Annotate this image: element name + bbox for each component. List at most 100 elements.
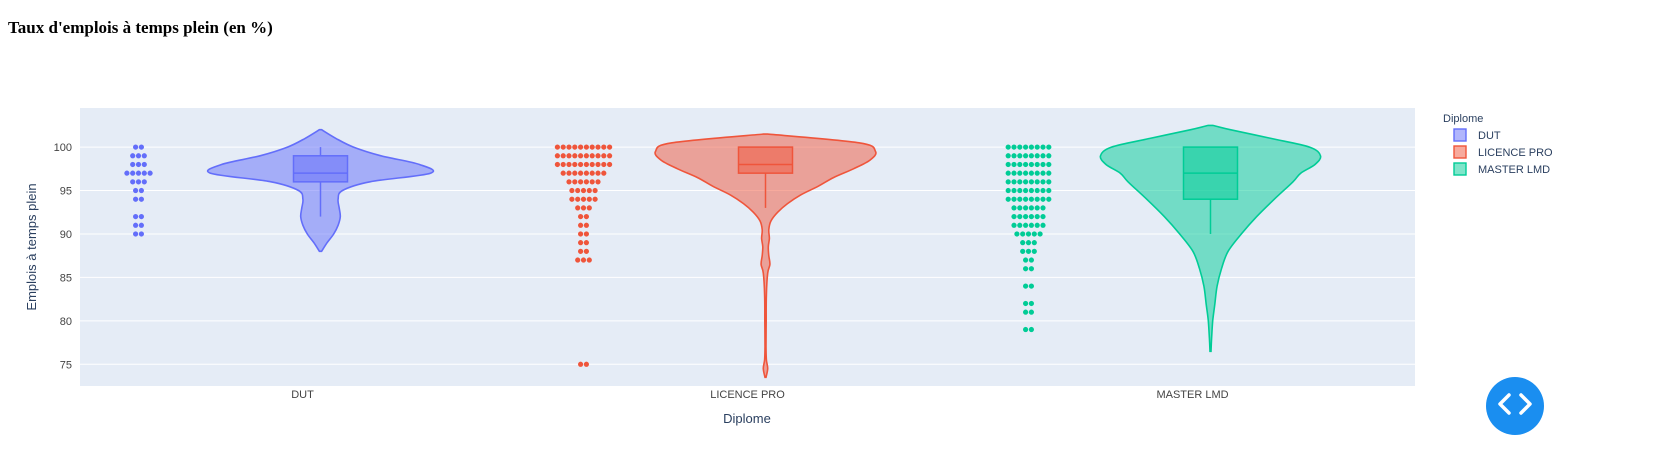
data-point: [592, 196, 598, 202]
data-point: [1005, 153, 1011, 159]
data-point: [1031, 248, 1037, 254]
data-point: [1005, 170, 1011, 176]
data-point: [1037, 231, 1043, 237]
data-point: [583, 170, 590, 176]
data-point: [1023, 300, 1029, 307]
data-point: [1020, 248, 1026, 254]
data-point: [586, 196, 592, 202]
data-point: [589, 170, 595, 176]
data-point: [583, 153, 590, 159]
data-point: [575, 187, 581, 194]
data-point: [1023, 257, 1029, 263]
data-point: [141, 161, 147, 168]
data-point: [147, 170, 153, 176]
data-point: [1017, 196, 1023, 202]
data-point: [583, 222, 590, 228]
data-point: [572, 170, 578, 176]
data-point: [1040, 179, 1046, 185]
data-point: [130, 179, 136, 185]
data-point: [1011, 161, 1017, 168]
data-point: [1020, 240, 1026, 246]
data-point: [1023, 326, 1029, 333]
data-point: [1005, 179, 1011, 185]
data-point: [1005, 161, 1011, 168]
data-point: [1011, 170, 1017, 176]
data-point: [1028, 309, 1034, 315]
data-point: [560, 170, 566, 176]
data-point: [135, 161, 142, 168]
data-point: [1023, 179, 1029, 185]
data-point: [583, 144, 590, 150]
data-point: [578, 222, 584, 228]
data-point: [1020, 231, 1026, 237]
data-point: [589, 153, 595, 159]
data-point: [1034, 222, 1040, 228]
data-point: [1025, 248, 1032, 254]
axis-layer: 75 80 85 90 95 100 DUT LICENCE PRO MASTER LMD: [54, 142, 1229, 401]
legend-swatch: [1453, 128, 1467, 142]
data-point: [572, 161, 578, 168]
data-point: [1040, 196, 1046, 202]
data-point: [1011, 187, 1017, 194]
code-toggle-button[interactable]: [1486, 377, 1544, 435]
legend-swatch: [1453, 145, 1467, 159]
box: [292, 155, 349, 183]
data-point: [133, 231, 139, 237]
data-point: [1025, 240, 1032, 246]
data-point: [583, 361, 590, 367]
data-point: [580, 187, 587, 194]
data-point: [1046, 179, 1052, 185]
data-point: [572, 144, 578, 150]
data-point: [1028, 144, 1034, 150]
data-point: [135, 170, 142, 176]
data-point: [1028, 205, 1034, 211]
data-point: [1034, 205, 1040, 211]
data-point: [1023, 283, 1029, 289]
data-point: [1028, 257, 1034, 263]
data-point: [578, 231, 584, 237]
data-point: [1040, 144, 1046, 150]
data-point: [133, 144, 139, 150]
y-axis-title: Emplois à temps plein: [24, 183, 39, 310]
data-point: [580, 205, 587, 211]
data-point: [1023, 213, 1029, 220]
legend-title: Diplome: [1443, 113, 1483, 125]
data-point: [569, 187, 575, 194]
data-point: [1031, 231, 1037, 237]
data-point: [583, 161, 590, 168]
data-point: [554, 144, 561, 150]
violin-group: [1005, 124, 1322, 353]
data-point: [566, 161, 572, 168]
data-point: [1017, 153, 1023, 159]
data-point: [583, 248, 590, 254]
data-point: [589, 179, 595, 185]
data-point: [583, 240, 590, 246]
data-point: [141, 170, 147, 176]
data-point: [130, 153, 136, 159]
data-point: [1017, 161, 1023, 168]
data-point: [595, 153, 601, 159]
data-point: [1023, 161, 1029, 168]
data-point: [1023, 266, 1029, 272]
data-point: [1005, 187, 1011, 194]
x-axis-title: Diplome: [723, 411, 771, 426]
data-point: [1028, 326, 1034, 333]
data-point: [1040, 213, 1046, 220]
data-point: [1046, 161, 1052, 168]
data-point: [595, 144, 601, 150]
data-point: [601, 153, 607, 159]
data-point: [589, 161, 595, 168]
data-point: [607, 153, 613, 159]
data-point: [133, 213, 139, 220]
data-point: [607, 161, 613, 168]
violin-shape: [1099, 124, 1322, 353]
data-point: [1028, 153, 1034, 159]
data-point: [1028, 283, 1034, 289]
data-point: [124, 170, 130, 176]
data-point: [135, 179, 142, 185]
legend-label: LICENCE PRO: [1478, 147, 1553, 159]
data-point: [589, 144, 595, 150]
data-point: [1034, 196, 1040, 202]
data-point: [1028, 161, 1034, 168]
data-point: [601, 144, 607, 150]
